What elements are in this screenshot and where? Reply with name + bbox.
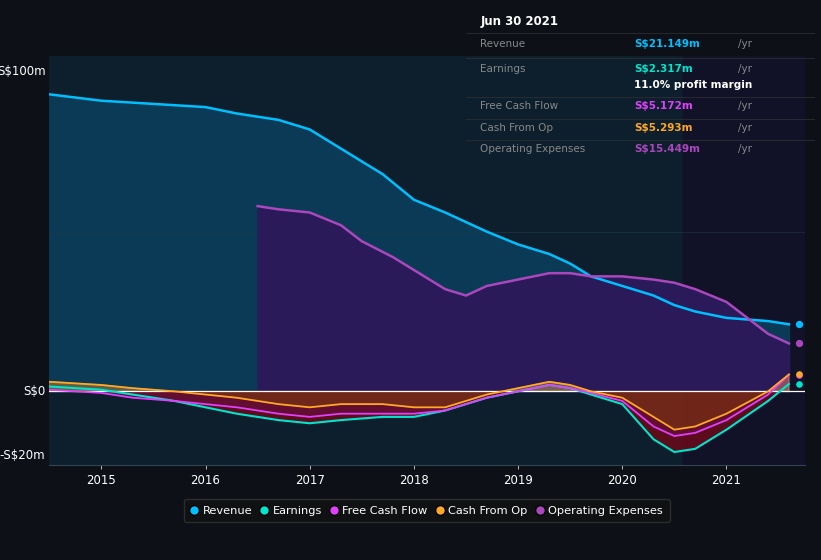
Text: S$100m: S$100m: [0, 66, 45, 78]
Text: Free Cash Flow: Free Cash Flow: [480, 101, 558, 111]
Bar: [683, 56, 805, 465]
Text: S$2.317m: S$2.317m: [634, 64, 693, 74]
Text: 11.0% profit margin: 11.0% profit margin: [634, 81, 752, 90]
Text: S$5.172m: S$5.172m: [634, 101, 693, 111]
Text: /yr: /yr: [739, 101, 753, 111]
Text: S$21.149m: S$21.149m: [634, 39, 699, 49]
Text: /yr: /yr: [739, 39, 753, 49]
Text: S$5.293m: S$5.293m: [634, 124, 692, 133]
Point: [793, 380, 806, 389]
Text: Revenue: Revenue: [480, 39, 525, 49]
Text: S$15.449m: S$15.449m: [634, 144, 699, 154]
Point: [793, 370, 806, 379]
Legend: Revenue, Earnings, Free Cash Flow, Cash From Op, Operating Expenses: Revenue, Earnings, Free Cash Flow, Cash …: [184, 499, 670, 522]
Point: [793, 339, 806, 348]
Point: [793, 370, 806, 379]
Text: /yr: /yr: [739, 64, 753, 74]
Text: S$0: S$0: [23, 385, 45, 398]
Text: Earnings: Earnings: [480, 64, 525, 74]
Text: /yr: /yr: [739, 144, 753, 154]
Text: Cash From Op: Cash From Op: [480, 124, 553, 133]
Text: Jun 30 2021: Jun 30 2021: [480, 15, 558, 28]
Text: -S$20m: -S$20m: [0, 449, 45, 461]
Point: [793, 320, 806, 329]
Text: Operating Expenses: Operating Expenses: [480, 144, 585, 154]
Text: /yr: /yr: [739, 124, 753, 133]
